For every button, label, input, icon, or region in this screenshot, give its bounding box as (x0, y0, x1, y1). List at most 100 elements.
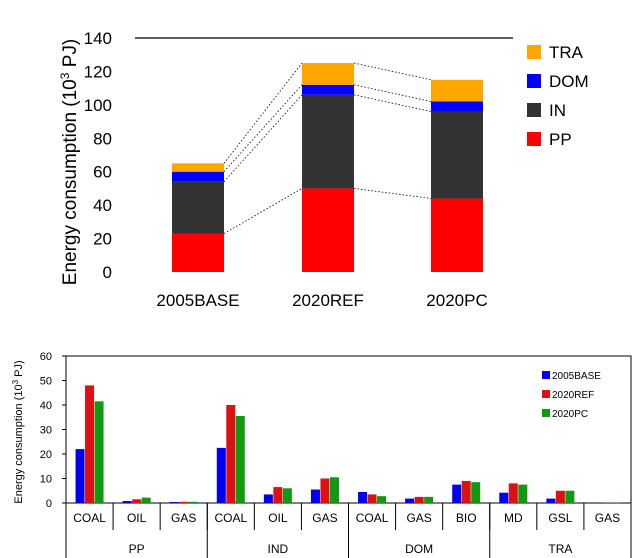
top-x-label-0: 2005BASE (156, 291, 239, 310)
top-bar-2020PC-IN (431, 111, 483, 199)
bottom-bar-5-2020PC (329, 477, 339, 503)
top-bar-2020REF-TRA (302, 63, 354, 85)
bottom-bar-9-2005BASE (499, 492, 509, 503)
bottom-bar-5-2020REF (320, 478, 330, 503)
bottom-y-tick-10: 10 (40, 474, 52, 486)
bottom-bar-10-2020PC (565, 490, 575, 503)
bottom-bar-1-2020REF (132, 499, 142, 503)
bottom-x-label-4: OIL (268, 511, 288, 525)
top-y-tick-60: 60 (93, 163, 112, 182)
top-connector-lines (223, 62, 432, 234)
bottom-x-label-10: GSL (548, 511, 572, 525)
bottom-bar-4-2005BASE (263, 494, 273, 503)
bottom-x-label-5: GAS (312, 511, 337, 525)
top-connector-0-0 (223, 188, 303, 234)
bottom-bar-4-2020REF (273, 487, 283, 503)
bottom-x-label-3: COAL (214, 511, 247, 525)
bottom-legend-label-2005BASE: 2005BASE (552, 371, 601, 382)
top-legend-swatch-IN (527, 103, 541, 117)
top-legend-swatch-TRA (527, 45, 541, 59)
bottom-x-label-8: BIO (456, 511, 477, 525)
bottom-y-tick-20: 20 (40, 449, 52, 461)
top-y-tick-20: 20 (93, 230, 112, 249)
bottom-x-label-11: GAS (595, 511, 620, 525)
bottom-bar-3-2020PC (235, 416, 245, 503)
bottom-bar-8-2020PC (471, 482, 481, 503)
bottom-bar-8-2020REF (461, 480, 471, 503)
bottom-bar-7-2005BASE (405, 498, 415, 503)
top-bar-2020PC-TRA (431, 79, 483, 102)
top-y-tick-40: 40 (93, 196, 112, 215)
top-x-label-1: 2020REF (292, 291, 364, 310)
bottom-x-label-6: COAL (356, 511, 389, 525)
bottom-x-label-0: COAL (73, 511, 106, 525)
bottom-bar-3-2020REF (226, 405, 236, 503)
top-connector-0-2 (223, 84, 303, 172)
bottom-bar-1-2005BASE (122, 501, 132, 503)
bottom-y-axis-label: Energy consumption (103 PJ) (11, 360, 25, 503)
bottom-bar-5-2005BASE (310, 489, 320, 503)
top-legend-swatch-DOM (527, 74, 541, 88)
bottom-legend-swatch-2005BASE (542, 371, 550, 379)
bottom-bar-10-2005BASE (546, 498, 556, 503)
bottom-bar-8-2005BASE (452, 484, 462, 503)
top-y-ticks: 0 20 40 60 80 100 120 140 (84, 29, 112, 282)
bottom-bar-6-2020PC (377, 496, 387, 503)
bottom-y-tick-30: 30 (40, 425, 52, 437)
bottom-bar-9-2020REF (508, 483, 518, 503)
top-y-tick-80: 80 (93, 129, 112, 148)
bottom-bar-1-2020PC (141, 497, 151, 503)
bottom-legend-swatch-2020REF (542, 390, 550, 398)
bottom-bar-3-2005BASE (216, 447, 226, 503)
bottom-bar-4-2020PC (282, 488, 292, 503)
bottom-y-tick-60: 60 (40, 351, 52, 363)
bottom-bar-0-2020REF (85, 385, 95, 503)
top-bar-2020REF-IN (302, 94, 354, 189)
top-bar-2005BASE-PP (172, 233, 224, 272)
top-bar-2005BASE-TRA (172, 163, 224, 172)
bottom-bar-9-2020PC (518, 484, 528, 503)
bottom-x-label-1: OIL (127, 511, 147, 525)
top-y-axis-label: Energy consumption (103 PJ) (58, 39, 81, 285)
bottom-legend-label-2020PC: 2020PC (552, 409, 588, 420)
top-bar-2020PC-DOM (431, 101, 483, 112)
top-bar-2005BASE-DOM (172, 171, 224, 182)
top-connector-0-3 (223, 62, 303, 164)
top-bar-2005BASE-IN (172, 181, 224, 234)
bottom-legend-swatch-2020PC (542, 409, 550, 417)
bottom-y-ticks: 0 10 20 30 40 50 60 (40, 351, 66, 510)
bottom-bar-7-2020REF (414, 496, 424, 503)
stacked-bar-chart: Energy consumption (103 PJ) 0 20 40 60 80 100… (58, 29, 589, 310)
top-bar-2020REF-PP (302, 188, 354, 272)
top-y-tick-120: 120 (84, 62, 112, 81)
bottom-legend: 2005BASE 2020REF 2020PC (542, 371, 601, 420)
grouped-bar-chart: Energy consumption (103 PJ) 0 10 20 30 40 50 6… (11, 351, 632, 558)
top-legend: TRA DOM IN PP (527, 43, 589, 149)
top-bars (172, 63, 483, 272)
bottom-bar-7-2020PC (424, 496, 434, 503)
bottom-bar-2-2005BASE (169, 502, 179, 503)
top-y-tick-100: 100 (84, 96, 112, 115)
bottom-group-label-IND: IND (268, 542, 289, 556)
top-legend-label-IN: IN (549, 101, 566, 120)
top-legend-label-DOM: DOM (549, 72, 589, 91)
bottom-bar-2-2020PC (188, 501, 198, 503)
bottom-bar-2-2020REF (179, 501, 189, 503)
bottom-group-label-TRA: TRA (548, 542, 572, 556)
top-legend-label-PP: PP (549, 130, 572, 149)
top-x-labels: 2005BASE 2020REF 2020PC (156, 291, 487, 310)
bottom-y-tick-50: 50 (40, 376, 52, 388)
bottom-y-tick-40: 40 (40, 400, 52, 412)
top-bar-2020PC-PP (431, 198, 483, 272)
top-y-tick-140: 140 (84, 29, 112, 48)
bottom-bar-10-2020REF (555, 490, 565, 503)
top-connector-0-1 (223, 94, 303, 183)
bottom-bars (75, 385, 622, 503)
bottom-bar-0-2020PC (94, 401, 104, 503)
top-legend-swatch-PP (527, 132, 541, 146)
bottom-group-label-PP: PP (129, 542, 145, 556)
top-connector-1-1 (353, 94, 432, 112)
bottom-bar-6-2005BASE (358, 491, 368, 503)
bottom-x-label-2: GAS (171, 511, 196, 525)
